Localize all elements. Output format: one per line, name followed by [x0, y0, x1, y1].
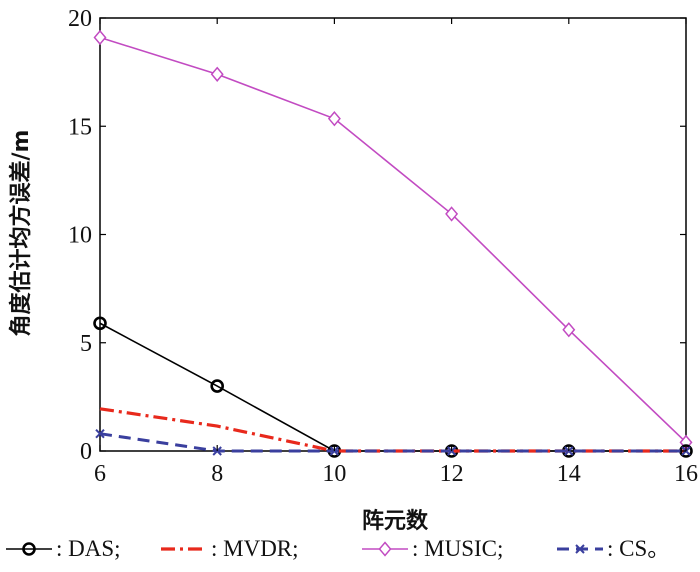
series-1 [99, 407, 686, 453]
legend-item-2: : MUSIC; [362, 536, 503, 561]
x-tick-label: 10 [322, 461, 346, 487]
y-tick-label: 10 [68, 223, 92, 249]
y-tick-label: 0 [80, 439, 92, 465]
series-2 [93, 29, 693, 451]
y-axis-label: 角度估计均方误差/m [8, 130, 34, 337]
x-tick-label: 8 [211, 461, 223, 487]
legend-label-1: : MVDR; [211, 536, 299, 561]
x-tick-label: 14 [557, 461, 581, 487]
series-line-3 [99, 432, 686, 453]
legend-marker-3 [575, 544, 585, 554]
data-point-2-2 [327, 111, 341, 127]
x-tick-label: 12 [440, 461, 464, 487]
data-point-2-0 [93, 29, 107, 46]
data-point-2-4 [562, 322, 576, 338]
series-line-2 [99, 36, 687, 443]
legend-marker-3-stroke [575, 544, 585, 554]
legend-label-2: : MUSIC; [412, 536, 503, 561]
legend-label-3: : CS。 [607, 536, 670, 561]
x-tick-label: 16 [674, 461, 698, 487]
legend-marker-2 [378, 541, 392, 557]
y-tick-label: 15 [68, 114, 92, 140]
data-point-0-0 [93, 316, 107, 331]
legend: : DAS; : MVDR; : MUSIC; : CS。 [6, 536, 670, 561]
data-point-0-1 [210, 379, 224, 393]
legend-item-1: : MVDR; [161, 536, 299, 561]
plot-frame [99, 17, 687, 452]
x-tick-label: 6 [94, 461, 106, 487]
axes-layer: 6 8 10 12 14 16 0 5 10 15 20 [68, 6, 698, 487]
data-point-2-3 [445, 206, 459, 222]
data-point-3-0 [95, 428, 105, 439]
y-tick-label: 20 [68, 6, 92, 32]
series-line-1 [99, 407, 686, 453]
data-point-3-0-stroke [95, 428, 105, 439]
legend-marker-0 [22, 542, 36, 556]
legend-label-0: : DAS; [56, 536, 121, 561]
legend-item-0: : DAS; [6, 536, 121, 561]
x-axis-label: 阵元数 [362, 508, 429, 534]
plot-area [99, 17, 687, 452]
data-point-2-1 [210, 66, 224, 82]
y-tick-label: 5 [80, 331, 92, 357]
legend-item-3: : CS。 [557, 536, 670, 561]
